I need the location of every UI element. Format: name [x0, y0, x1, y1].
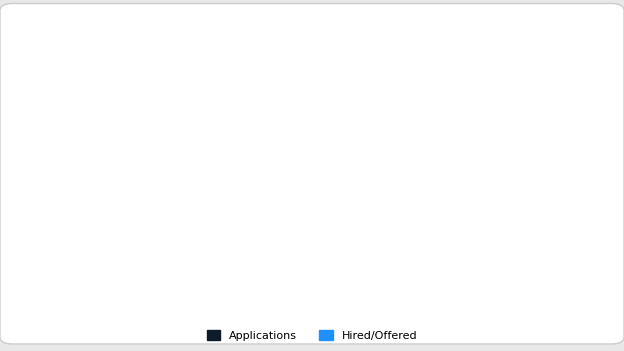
Bar	[402, 200, 439, 274]
Bar	[507, 213, 544, 274]
Text: Walmart✷: Walmart✷	[303, 304, 365, 313]
Bar	[192, 112, 229, 274]
Bar	[297, 179, 334, 274]
Text: intellect: intellect	[518, 304, 570, 313]
Text: 166: 166	[238, 261, 256, 272]
Text: 150: 150	[448, 261, 467, 272]
Text: 165: 165	[343, 261, 361, 272]
Text: 2,610: 2,610	[129, 258, 156, 268]
Bar	[87, 45, 124, 274]
Text: amazon: amazon	[414, 304, 464, 317]
Legend: Applications, Hired/Offered: Applications, Hired/Offered	[202, 326, 422, 345]
Text: 302: 302	[553, 261, 572, 271]
Text: Flipkart 🛒: Flipkart 🛒	[199, 304, 258, 313]
Bar	[544, 273, 580, 274]
Text: ● JUSPAY: ● JUSPAY	[95, 304, 152, 313]
Bar	[124, 270, 160, 274]
